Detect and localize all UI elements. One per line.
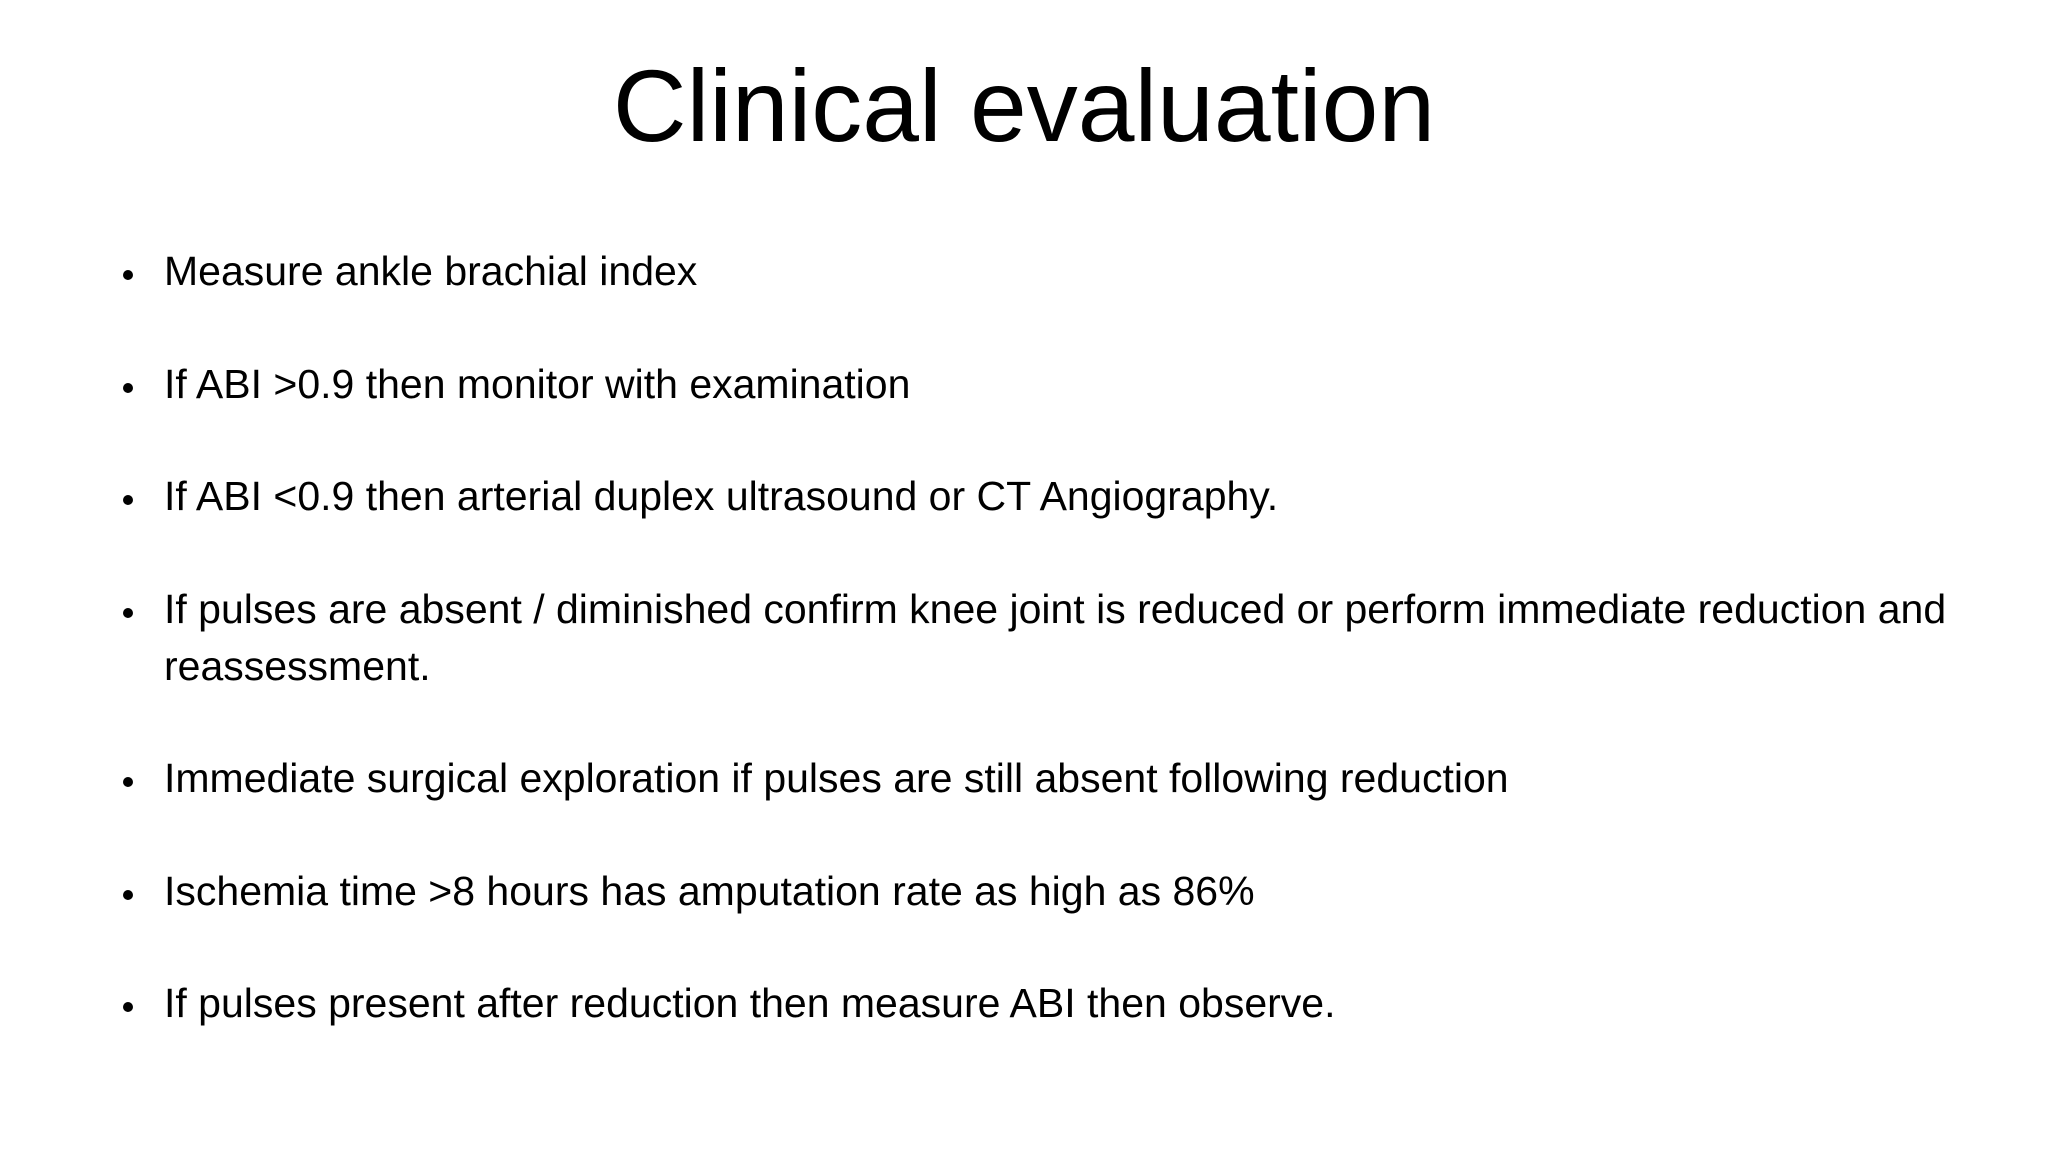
bullet-item: If ABI >0.9 then monitor with examinatio… (150, 356, 1974, 413)
bullet-item: Immediate surgical exploration if pulses… (150, 750, 1974, 807)
bullet-list: Measure ankle brachial index If ABI >0.9… (0, 243, 2048, 1032)
bullet-item: Measure ankle brachial index (150, 243, 1974, 300)
bullet-item: Ischemia time >8 hours has amputation ra… (150, 863, 1974, 920)
slide-title: Clinical evaluation (612, 49, 1436, 163)
bullet-item: If ABI <0.9 then arterial duplex ultraso… (150, 468, 1974, 525)
bullet-item: If pulses present after reduction then m… (150, 975, 1974, 1032)
bullet-item: If pulses are absent / diminished confir… (150, 581, 1974, 694)
